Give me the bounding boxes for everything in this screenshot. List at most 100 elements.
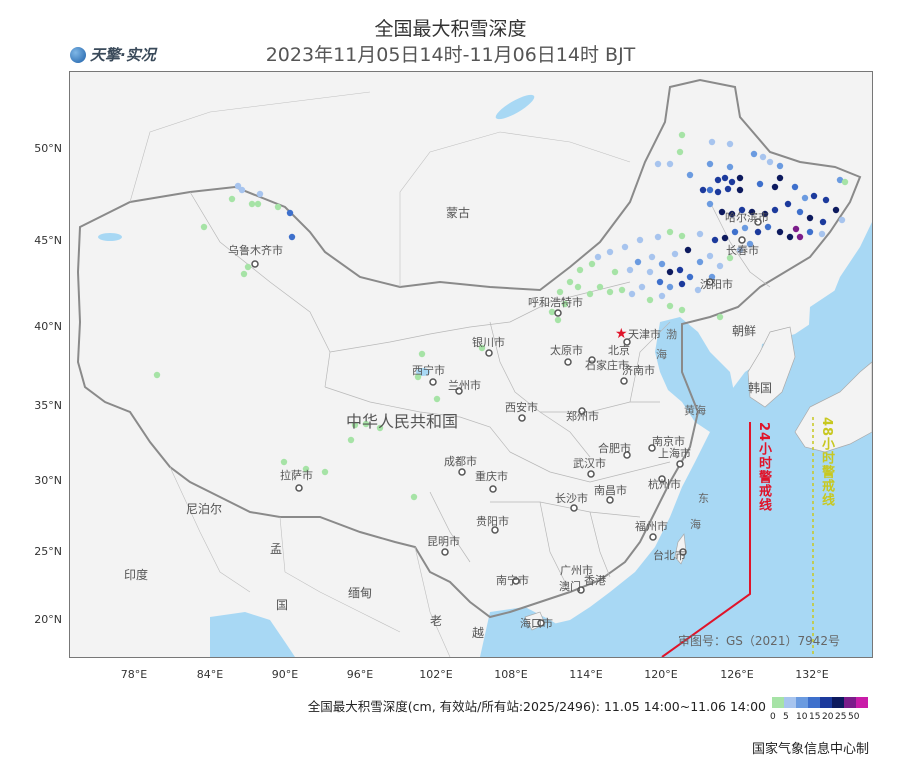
city-marker-jinan xyxy=(620,377,628,385)
city-label-jinan: 济南市 xyxy=(622,364,655,377)
legend-swatch xyxy=(784,697,796,708)
station-dot xyxy=(736,186,744,194)
station-dot xyxy=(738,206,746,214)
legend-tick: 15 xyxy=(809,712,821,722)
station-dot xyxy=(708,138,716,146)
station-dot xyxy=(810,192,818,200)
station-dot xyxy=(596,283,604,291)
station-dot xyxy=(561,300,569,308)
city-marker-nanjing xyxy=(648,444,656,452)
city-label-guiyang: 贵阳市 xyxy=(476,515,509,528)
station-dot xyxy=(648,253,656,261)
station-dot xyxy=(706,200,714,208)
city-marker-haikou xyxy=(537,619,545,627)
city-marker-tianjin xyxy=(623,338,631,346)
city-label-shanghai: 上海市 xyxy=(658,447,691,460)
station-dot xyxy=(721,234,729,242)
lon-label-102: 102°E xyxy=(419,668,453,681)
station-dot xyxy=(244,263,252,271)
city-marker-fuzhou xyxy=(649,533,657,541)
legend-swatch xyxy=(820,697,832,708)
station-dot xyxy=(726,140,734,148)
lat-label-40: 40°N xyxy=(34,320,62,333)
station-dot xyxy=(638,283,646,291)
lat-label-45: 45°N xyxy=(34,234,62,247)
lon-label-96: 96°E xyxy=(346,668,374,681)
station-dot xyxy=(706,160,714,168)
city-marker-taiyuan xyxy=(564,358,572,366)
station-dot xyxy=(696,230,704,238)
globe-icon xyxy=(70,47,86,63)
station-dot xyxy=(626,266,634,274)
station-dot xyxy=(658,260,666,268)
city-marker-xian xyxy=(518,414,526,422)
station-dot xyxy=(654,233,662,241)
city-label-hangzhou: 杭州市 xyxy=(648,478,681,491)
station-dot xyxy=(654,160,662,168)
city-marker-hefei xyxy=(623,451,631,459)
station-dot xyxy=(754,228,762,236)
station-dot xyxy=(256,190,264,198)
city-marker-taipei xyxy=(679,548,687,556)
city-label-tianjin: 天津市 xyxy=(628,328,661,341)
taiwan-island xyxy=(674,533,687,565)
sea-label-bohai2: 海 xyxy=(656,348,667,361)
lat-label-20: 20°N xyxy=(34,613,62,626)
station-dot xyxy=(658,292,666,300)
station-dot xyxy=(586,290,594,298)
station-dot xyxy=(796,208,804,216)
legend-tick: 50 xyxy=(848,712,860,722)
city-label-nanchang: 南昌市 xyxy=(594,484,627,497)
sea-label-yellow-sea: 黄海 xyxy=(684,404,706,417)
sea-label-bohai: 渤 xyxy=(666,328,677,341)
city-label-nanjing: 南京市 xyxy=(652,435,685,448)
qinghai-lake xyxy=(416,368,430,376)
station-dot xyxy=(200,223,208,231)
city-label-chengdu: 成都市 xyxy=(444,455,477,468)
country-label-china: 中华人民共和国 xyxy=(346,412,459,431)
foreign-boundaries xyxy=(129,91,631,657)
country-label-bangladesh: 孟 xyxy=(270,542,283,556)
station-dot xyxy=(280,458,288,466)
city-marker-harbin xyxy=(754,218,762,226)
station-dot xyxy=(731,228,739,236)
snow-stations xyxy=(153,131,849,501)
legend-tick: 0 xyxy=(770,712,776,722)
city-marker-shijiazhuang xyxy=(588,356,596,364)
country-label-nepal: 尼泊尔 xyxy=(186,502,223,516)
station-dot xyxy=(776,162,784,170)
city-label-beijing: 北京 xyxy=(608,344,630,357)
city-label-haikou: 海口市 xyxy=(520,617,553,630)
station-dot xyxy=(776,174,784,182)
beijing-star-icon: ★ xyxy=(615,326,628,342)
station-dot xyxy=(248,200,256,208)
station-dot xyxy=(234,182,242,190)
station-dot xyxy=(321,468,329,476)
city-label-lanzhou: 兰州市 xyxy=(448,379,481,392)
station-dot xyxy=(594,253,602,261)
station-dot xyxy=(671,250,679,258)
station-dot xyxy=(841,178,849,186)
city-label-wuhan: 武汉市 xyxy=(573,457,606,470)
station-dot xyxy=(636,236,644,244)
city-marker-hangzhou xyxy=(658,475,666,483)
station-dot xyxy=(686,273,694,281)
station-dot xyxy=(548,308,556,316)
station-dot xyxy=(766,158,774,166)
station-dot xyxy=(288,233,296,241)
station-dot xyxy=(728,210,736,218)
station-dot xyxy=(718,208,726,216)
city-marker-changsha xyxy=(570,504,578,512)
station-dot xyxy=(611,268,619,276)
station-dot xyxy=(576,266,584,274)
station-dot xyxy=(746,240,754,248)
map-panel: ★ 乌鲁木齐市 哈尔滨市 长春市 沈阳市 呼和浩特市 北京 天津市 银川市 太原市 石家庄市 济南市… xyxy=(69,71,873,658)
station-dot xyxy=(818,230,826,238)
warning-label-24h: 24小时警戒线 xyxy=(756,422,771,513)
city-label-urumqi: 乌鲁木齐市 xyxy=(228,244,283,257)
pacific-ocean xyxy=(510,222,872,657)
china-border xyxy=(76,78,862,619)
station-dot xyxy=(721,174,729,182)
station-dot xyxy=(566,278,574,286)
station-dot xyxy=(678,131,686,139)
